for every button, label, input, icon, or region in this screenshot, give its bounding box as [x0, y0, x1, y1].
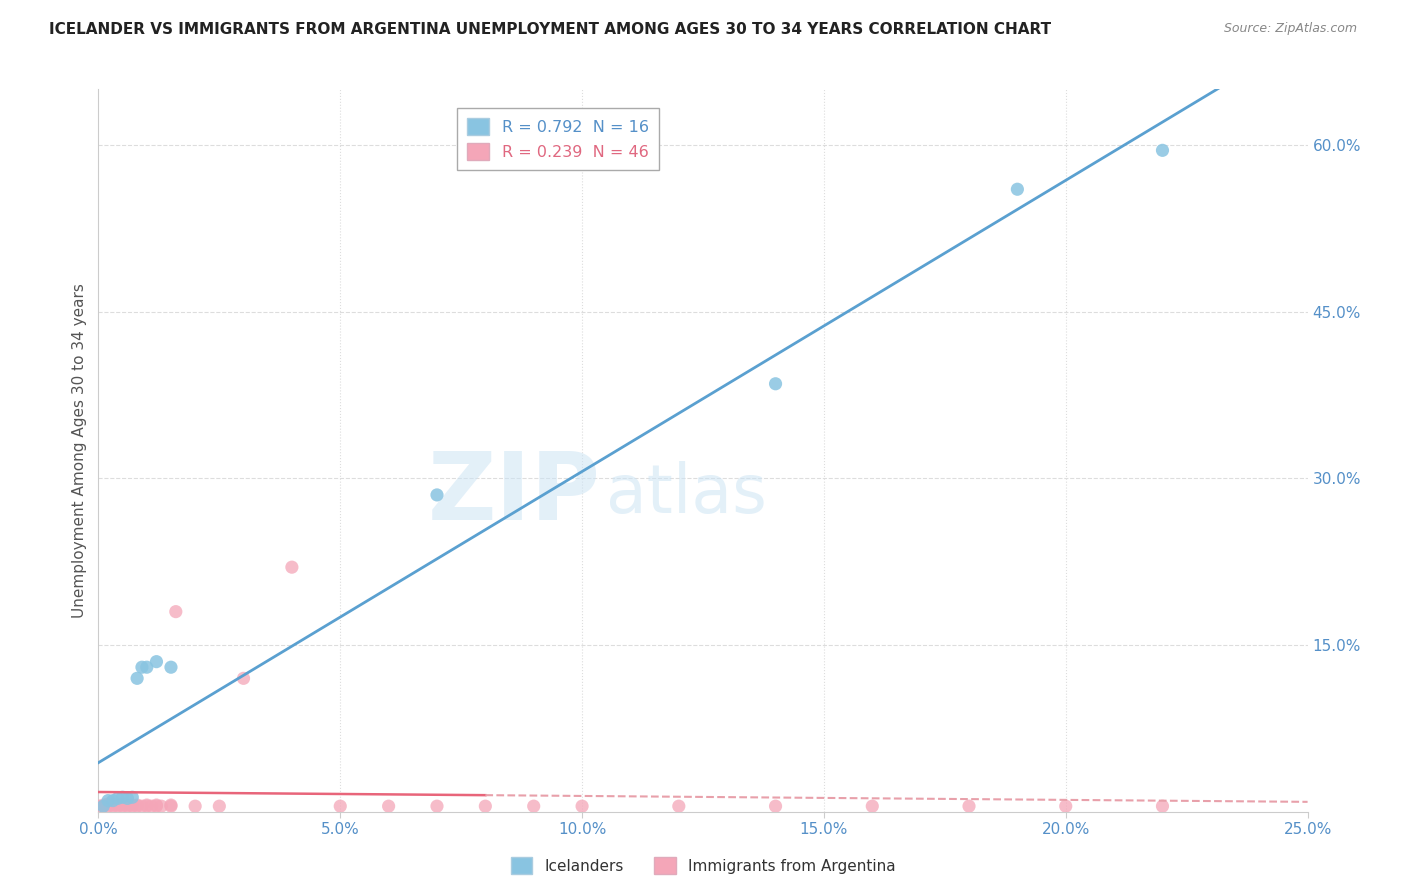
Point [127, 798, 149, 813]
Point [107, 799, 129, 814]
Point [117, 798, 139, 813]
Point [135, 798, 157, 813]
Point [150, 799, 173, 814]
Point [111, 790, 134, 805]
Point [377, 799, 399, 814]
Point [184, 799, 207, 814]
Point [145, 798, 167, 813]
Point [765, 799, 787, 814]
Point [107, 791, 129, 805]
Point [97, 794, 120, 808]
Point [1152, 799, 1174, 814]
Point [91, 799, 114, 814]
Legend: R = 0.792  N = 16, R = 0.239  N = 46: R = 0.792 N = 16, R = 0.239 N = 46 [457, 108, 658, 170]
Point [426, 799, 449, 814]
Legend: Icelanders, Immigrants from Argentina: Icelanders, Immigrants from Argentina [505, 851, 901, 880]
Point [1054, 799, 1077, 814]
Y-axis label: Unemployment Among Ages 30 to 34 years: Unemployment Among Ages 30 to 34 years [72, 283, 87, 618]
Point [160, 660, 183, 674]
Point [107, 798, 129, 813]
Point [91, 798, 114, 813]
Point [329, 799, 352, 814]
Point [127, 799, 149, 814]
Point [97, 799, 120, 814]
Point [135, 660, 157, 674]
Point [571, 799, 593, 814]
Point [765, 376, 787, 391]
Text: ICELANDER VS IMMIGRANTS FROM ARGENTINA UNEMPLOYMENT AMONG AGES 30 TO 34 YEARS CO: ICELANDER VS IMMIGRANTS FROM ARGENTINA U… [49, 22, 1052, 37]
Point [208, 799, 231, 814]
Point [1152, 144, 1174, 158]
Point [135, 799, 157, 814]
Point [117, 799, 139, 814]
Point [141, 799, 163, 814]
Point [121, 799, 143, 814]
Point [127, 671, 149, 685]
Point [101, 798, 124, 813]
Point [145, 655, 167, 669]
Point [131, 660, 153, 674]
Point [232, 671, 254, 685]
Point [145, 799, 167, 814]
Point [131, 799, 153, 814]
Point [121, 790, 143, 805]
Point [111, 799, 134, 814]
Point [523, 799, 546, 814]
Text: Source: ZipAtlas.com: Source: ZipAtlas.com [1223, 22, 1357, 36]
Point [117, 791, 139, 805]
Point [160, 798, 183, 813]
Text: atlas: atlas [606, 461, 768, 527]
Point [160, 799, 183, 814]
Point [87, 799, 110, 814]
Point [101, 794, 124, 808]
Point [101, 797, 124, 811]
Point [281, 560, 304, 574]
Point [165, 605, 187, 619]
Point [111, 798, 134, 813]
Point [474, 799, 496, 814]
Point [97, 797, 120, 811]
Point [121, 798, 143, 813]
Point [668, 799, 690, 814]
Point [101, 799, 124, 814]
Point [111, 797, 134, 811]
Point [426, 488, 449, 502]
Point [97, 798, 120, 813]
Point [860, 799, 883, 814]
Point [957, 799, 980, 814]
Point [91, 799, 114, 814]
Text: ZIP: ZIP [427, 448, 600, 540]
Point [1007, 182, 1029, 196]
